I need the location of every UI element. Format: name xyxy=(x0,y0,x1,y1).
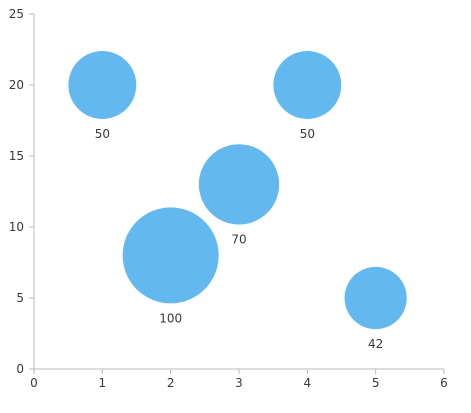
y-tick-label: 20 xyxy=(9,78,24,92)
y-tick-label: 5 xyxy=(16,291,24,305)
bubble[interactable] xyxy=(273,51,342,119)
bubble[interactable] xyxy=(344,266,407,330)
data-labels: 50 100 70 50 42 xyxy=(95,127,384,351)
bubble-data-label: 100 xyxy=(159,311,182,325)
bubble[interactable] xyxy=(122,207,219,304)
y-tick-label: 0 xyxy=(16,362,24,376)
x-tick-label: 2 xyxy=(167,376,175,390)
bubble[interactable] xyxy=(68,51,137,119)
y-tick-label: 25 xyxy=(9,7,24,21)
bubble-data-label: 50 xyxy=(300,127,315,141)
x-tick-label: 5 xyxy=(372,376,380,390)
axes: 0 5 10 15 20 25 0 1 2 3 4 5 6 xyxy=(9,7,448,390)
bubble-data-label: 70 xyxy=(231,233,246,247)
x-tick-label: 6 xyxy=(440,376,448,390)
bubble-data-label: 42 xyxy=(368,337,383,351)
x-tick-label: 4 xyxy=(304,376,312,390)
x-tick-label: 1 xyxy=(99,376,107,390)
x-tick-label: 3 xyxy=(235,376,243,390)
bubbles xyxy=(68,51,407,330)
bubble-data-label: 50 xyxy=(95,127,110,141)
y-tick-label: 15 xyxy=(9,149,24,163)
bubble[interactable] xyxy=(198,144,280,225)
x-tick-label: 0 xyxy=(30,376,38,390)
y-tick-label: 10 xyxy=(9,220,24,234)
